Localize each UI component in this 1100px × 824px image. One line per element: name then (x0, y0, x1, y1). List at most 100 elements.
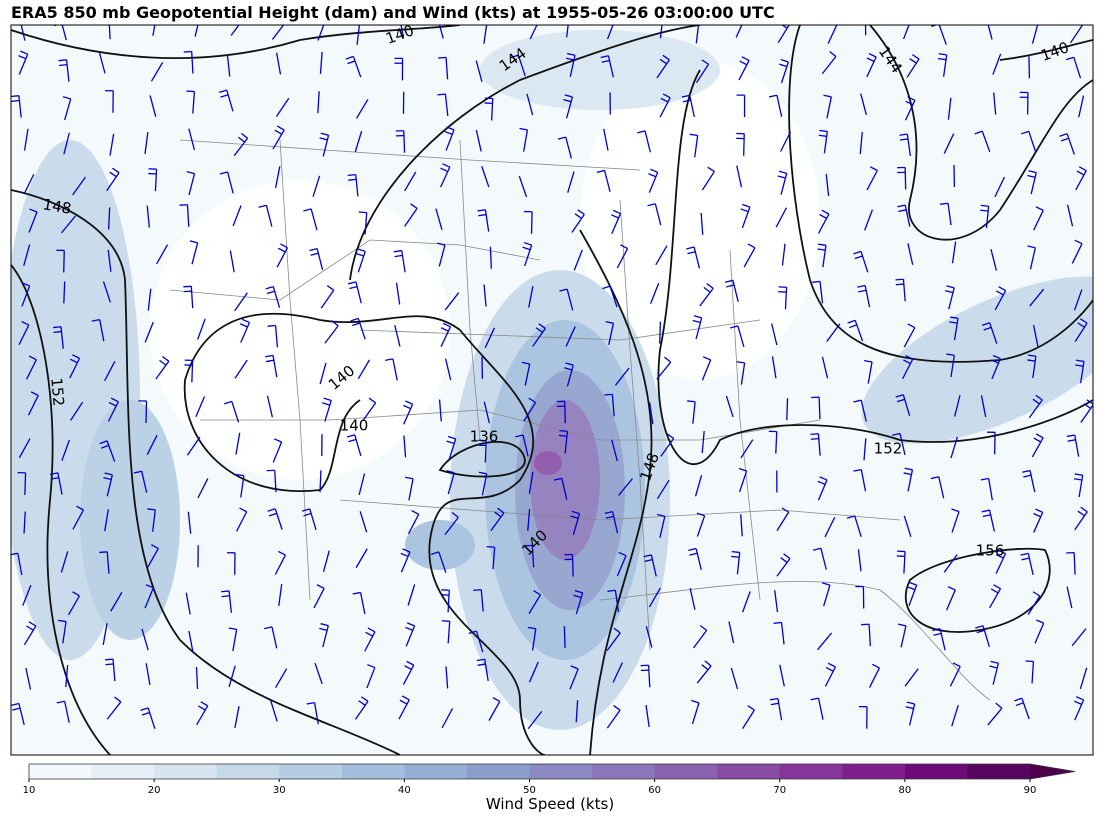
wind-barb (857, 549, 862, 572)
wind-barb (645, 705, 650, 727)
wind-barb (354, 700, 369, 720)
barb-flag (982, 514, 991, 518)
wind-barb (743, 133, 745, 156)
barb-flag (696, 512, 705, 517)
wind-barb (735, 25, 743, 38)
barb-flag (739, 60, 748, 66)
barb-flag (618, 551, 627, 557)
wind-barb (145, 663, 151, 685)
wind-barb (146, 434, 158, 455)
barb-flag (990, 588, 999, 594)
wind-barb (528, 661, 539, 683)
wind-barb (860, 469, 867, 492)
barb-flag (998, 286, 1006, 292)
wind-barb (489, 246, 492, 269)
wind-barb (276, 247, 289, 268)
wind-barb (989, 588, 1002, 609)
barb-flag (533, 590, 541, 596)
barb-flag (239, 507, 247, 513)
barb-flag (446, 126, 455, 131)
wind-barb (780, 622, 785, 645)
wind-barb (992, 53, 1002, 75)
wind-barb (400, 25, 405, 39)
wind-barb (572, 513, 581, 535)
wind-barb (358, 473, 366, 496)
barb-flag (535, 327, 543, 333)
wind-barb (440, 166, 451, 188)
wind-barb (357, 359, 371, 380)
barb-flag (183, 285, 192, 288)
barb-flag (1031, 20, 1039, 22)
barb-flag (348, 438, 357, 443)
barb-flag (905, 100, 914, 106)
wind-barb (144, 587, 154, 609)
wind-barb (22, 584, 32, 606)
wind-barb (563, 626, 566, 649)
barb-flag (200, 701, 209, 707)
barb-flag (52, 326, 62, 329)
colorbar-label: Wind Speed (kts) (486, 795, 614, 813)
barb-flag (240, 132, 249, 139)
barb-flag (648, 173, 657, 178)
wind-barb (992, 663, 1000, 685)
wind-barb (274, 554, 286, 575)
barb-flag (1074, 239, 1083, 245)
barb-flag (11, 99, 20, 102)
colorbar-tick-label: 90 (1024, 785, 1037, 796)
wind-barb (907, 243, 914, 265)
contour-label: 152 (47, 377, 67, 407)
wind-barb (322, 625, 329, 648)
wind-barb (700, 212, 704, 235)
wind-barb (573, 249, 583, 271)
barb-flag (101, 444, 110, 449)
barb-flag (702, 356, 711, 361)
wind-barb (1078, 95, 1085, 118)
wind-barb (150, 62, 164, 82)
wind-barb (234, 706, 240, 728)
barb-flag (1060, 137, 1069, 142)
wind-barb (982, 625, 990, 647)
wind-barb (64, 701, 70, 723)
wind-barb (606, 25, 614, 40)
wind-barb (438, 25, 444, 39)
wind-barb (312, 175, 321, 197)
wind-barb (152, 25, 156, 36)
barb-flag (347, 60, 356, 65)
barb-flag (981, 322, 990, 326)
barb-flag (980, 209, 989, 212)
barb-flag (780, 557, 788, 563)
wind-barb (440, 326, 452, 347)
barb-flag (1025, 660, 1034, 663)
wind-barb (902, 394, 911, 417)
barb-flag (1035, 508, 1043, 513)
wind-barb (405, 625, 416, 647)
barb-flag (411, 510, 420, 515)
barb-flag (446, 440, 455, 445)
wind-barb (1031, 437, 1044, 458)
barb-flag (62, 96, 71, 100)
barb-flag (871, 663, 880, 669)
wind-barb (786, 398, 789, 421)
wind-barb (272, 355, 278, 378)
barb-flag (346, 434, 355, 438)
wind-barb (274, 668, 288, 689)
wind-barb (144, 321, 154, 343)
wind-barb (188, 630, 194, 653)
map-frame (10, 24, 1094, 756)
barb-flag (895, 283, 904, 286)
wind-barb (1032, 356, 1037, 379)
barb-flag (574, 213, 582, 219)
barb-flag (812, 280, 821, 283)
barb-flag (108, 401, 117, 407)
barb-flag (431, 551, 439, 556)
wind-barb (655, 245, 668, 266)
barb-flag (778, 170, 787, 174)
wind-barb (490, 98, 494, 121)
barb-flag (410, 203, 418, 209)
wind-barb (20, 25, 26, 41)
barb-flag (780, 58, 789, 63)
wind-barb (859, 131, 863, 155)
wind-barb (154, 169, 158, 192)
colorbar-segment (29, 764, 93, 779)
wind-barb (226, 54, 231, 77)
